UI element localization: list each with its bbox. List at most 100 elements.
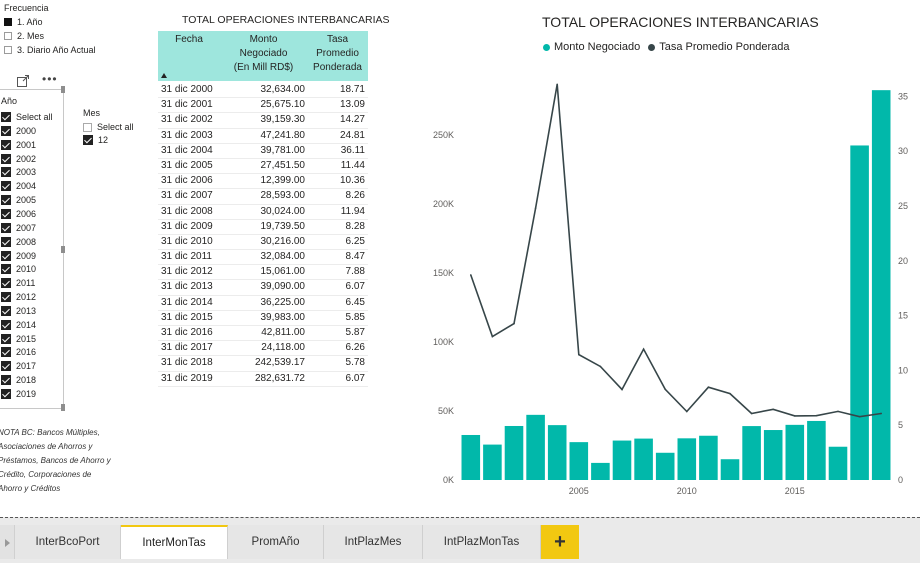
line-tasa [470,84,882,418]
year-item-2003[interactable]: 2003 [1,166,36,178]
y-right-tick-label: 35 [898,91,908,101]
year-item-2001[interactable]: 2001 [1,139,36,151]
add-page-button[interactable]: + [541,525,579,559]
year-item-2011[interactable]: 2011 [1,277,35,289]
bar-monto-2000 [461,434,481,480]
year-item-2019[interactable]: 2019 [1,388,36,400]
mes-item-12[interactable]: 12 [83,134,108,146]
checkbox-checked-icon [1,222,11,233]
frecuencia-option-anio[interactable]: 1. Año [4,17,43,27]
table-row: 31 dic 2008 30,024.00 11.94 [158,205,368,220]
cell-fecha: 31 dic 2001 [161,99,213,111]
cell-fecha: 31 dic 2017 [161,342,213,354]
year-select-all[interactable]: Select all [1,111,53,123]
focus-mode-icon[interactable] [17,75,29,87]
checkbox-checked-icon [1,125,11,136]
radio-square-icon [4,46,12,54]
more-options-icon[interactable]: ••• [42,72,58,86]
checkbox-checked-icon [1,292,11,303]
year-item-label: 2010 [16,264,37,275]
year-item-label: 2008 [16,236,37,247]
header-line: (En Mill RD$) [233,62,294,73]
table-row: 31 dic 2007 28,593.00 8.26 [158,189,368,205]
frecuencia-option-diario[interactable]: 3. Diario Año Actual [4,45,96,55]
year-item-2009[interactable]: 2009 [1,250,36,262]
resize-handle[interactable] [61,246,65,253]
tab-intplazmes[interactable]: IntPlazMes [324,525,423,559]
mes-select-all[interactable]: Select all [83,121,134,133]
sort-ascending-icon[interactable] [161,73,167,78]
year-item-2005[interactable]: 2005 [1,194,36,206]
tab-interbcoport[interactable]: InterBcoPort [15,525,121,559]
bar-monto-2008 [634,438,653,480]
tab-intplazmontas[interactable]: IntPlazMonTas [423,525,541,559]
y-right-tick-label: 15 [898,311,908,321]
resize-handle[interactable] [61,86,65,93]
cell-tasa: 24.81 [339,129,365,141]
year-item-2015[interactable]: 2015 [1,333,36,345]
year-item-label: 2007 [16,222,37,233]
cell-tasa: 5.87 [345,327,365,338]
checkbox-checked-icon [1,167,11,178]
legend-dot-monto-icon [543,43,550,51]
table-row: 31 dic 2003 47,241.80 24.81 [158,129,368,144]
y-right-tick-label: 5 [898,420,903,430]
legend-label-monto[interactable]: Monto Negociado [554,41,641,53]
year-item-2000[interactable]: 2000 [1,125,36,137]
checkbox-checked-icon [1,333,11,344]
bar-monto-2007 [612,440,632,480]
year-item-2010[interactable]: 2010 [1,263,36,275]
cell-fecha: 31 dic 2004 [161,144,213,156]
y-left-tick-label: 100K [433,337,454,347]
cell-fecha: 31 dic 2011 [161,251,212,263]
point-tasa-2006 [599,365,602,368]
table-row: 31 dic 2006 12,399.00 10.36 [158,174,368,190]
year-item-2004[interactable]: 2004 [1,180,36,192]
year-item-2016[interactable]: 2016 [1,346,36,358]
cell-monto: 36,225.00 [260,296,306,308]
resize-handle[interactable] [61,404,65,411]
bar-monto-2011 [699,435,718,480]
year-item-2014[interactable]: 2014 [1,319,36,331]
x-tick-label: 2010 [677,486,697,496]
y-right-tick-label: 30 [898,146,908,156]
frecuencia-option-mes[interactable]: 2. Mes [4,31,44,41]
checkbox-checked-icon [1,347,11,358]
year-item-2017[interactable]: 2017 [1,360,36,372]
cell-tasa: 8.26 [345,190,365,202]
year-item-2008[interactable]: 2008 [1,236,36,248]
year-item-2012[interactable]: 2012 [1,291,36,303]
year-item-label: 2002 [16,153,37,164]
frecuencia-option-label: 3. Diario Año Actual [17,45,96,55]
cell-tasa: 14.27 [339,114,365,126]
point-tasa-2014 [772,408,774,411]
year-item-2006[interactable]: 2006 [1,208,36,220]
cell-monto: 12,399.00 [260,175,306,187]
point-tasa-2013 [750,412,753,415]
checkbox-checked-icon [1,236,11,247]
checkbox-checked-icon [1,112,11,122]
column-header-tasa[interactable]: Tasa Promedio Ponderada [307,33,368,75]
tab-promanio[interactable]: PromAño [228,525,324,559]
year-item-2002[interactable]: 2002 [1,153,36,165]
y-left-tick-label: 50K [438,406,454,416]
column-header-fecha[interactable]: Fecha [158,33,220,47]
cell-fecha: 31 dic 2015 [161,311,213,323]
legend-label-tasa[interactable]: Tasa Promedio Ponderada [659,41,790,53]
frecuencia-option-label: 1. Año [17,17,43,27]
year-item-label: 2009 [16,250,37,261]
tab-intermontas[interactable]: InterMonTas [121,525,228,559]
year-item-2007[interactable]: 2007 [1,222,36,234]
column-header-monto[interactable]: Monto Negociado (En Mill RD$) [220,33,307,75]
bar-monto-2013 [742,426,761,480]
year-item-2013[interactable]: 2013 [1,305,36,317]
bar-monto-2003 [526,414,545,480]
cell-tasa: 7.88 [345,266,365,278]
point-tasa-2019 [880,412,882,415]
checkbox-checked-icon [1,181,11,192]
y-right-tick-label: 20 [898,256,908,266]
frecuencia-slicer-title: Frecuencia [4,3,49,13]
bar-monto-2002 [504,425,524,480]
cell-tasa: 8.28 [345,220,365,232]
year-item-2018[interactable]: 2018 [1,374,36,386]
